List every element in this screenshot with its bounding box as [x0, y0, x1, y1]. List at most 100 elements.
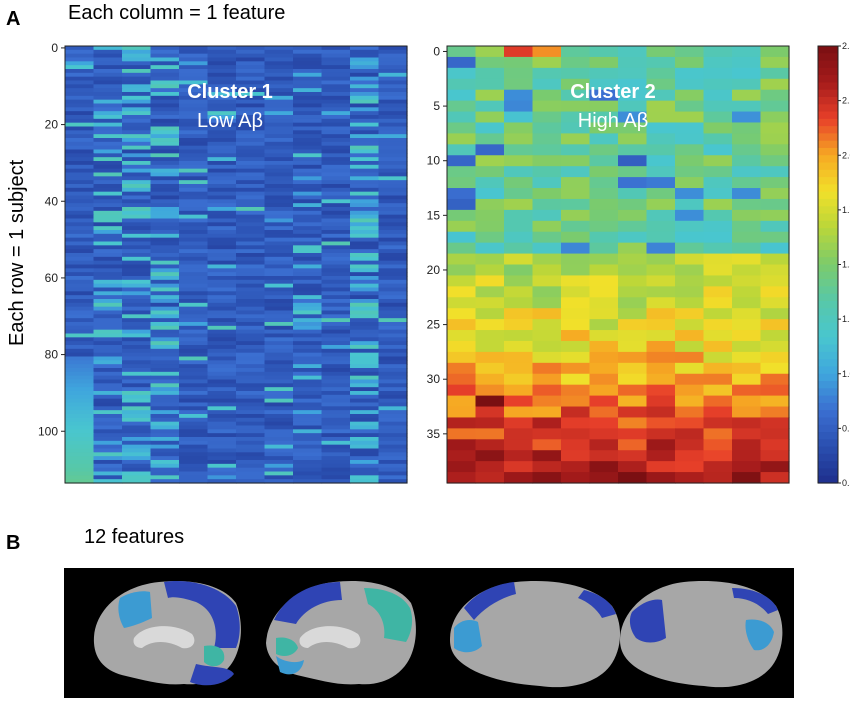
- heatmap-cell: [532, 144, 562, 156]
- heatmap-cell: [65, 314, 95, 319]
- heatmap-cell: [264, 122, 294, 128]
- heatmap-cell: [760, 177, 790, 189]
- heatmap-cell: [350, 444, 380, 450]
- heatmap-cell: [207, 53, 237, 59]
- cluster-2-subtitle: High Aβ: [578, 110, 648, 132]
- heatmap-cell: [350, 153, 380, 158]
- heatmap-cell: [150, 276, 180, 281]
- heatmap-cell: [321, 398, 351, 404]
- heatmap-cell: [65, 299, 95, 304]
- heatmap-cell: [207, 394, 237, 400]
- heatmap-cell: [179, 306, 209, 312]
- heatmap-cell: [236, 99, 266, 105]
- heatmap-frame: [64, 45, 408, 484]
- heatmap-cell: [150, 467, 180, 473]
- heatmap-cell: [532, 395, 562, 408]
- heatmap-cell: [618, 373, 648, 386]
- heatmap-cell: [207, 406, 237, 411]
- heatmap-cell: [618, 428, 648, 440]
- heatmap-cell: [561, 144, 591, 156]
- heatmap-cell: [236, 479, 266, 484]
- heatmap-cell: [236, 69, 266, 74]
- heatmap-cell: [475, 231, 505, 244]
- heatmap-cell: [589, 384, 619, 397]
- heatmap-cell: [321, 463, 351, 469]
- heatmap-cell: [122, 463, 152, 469]
- heatmap-cell: [150, 107, 180, 112]
- heatmap-cell: [122, 356, 152, 361]
- heatmap-cell: [150, 168, 180, 174]
- heatmap-cell: [122, 80, 152, 85]
- heatmap-cell: [179, 279, 209, 285]
- heatmap-cell: [675, 220, 705, 233]
- heatmap-cell: [122, 161, 152, 166]
- y-tick-label: 15: [427, 208, 441, 222]
- heatmap-cell: [293, 214, 323, 220]
- heatmap-cell: [236, 463, 266, 469]
- heatmap-cell: [93, 157, 123, 162]
- heatmap-cell: [675, 330, 705, 342]
- heatmap-cell: [236, 233, 266, 239]
- heatmap-cell: [150, 425, 180, 430]
- heatmap-cell: [321, 425, 351, 430]
- heatmap-cell: [589, 111, 619, 124]
- heatmap-cell: [93, 310, 123, 315]
- heatmap-cell: [293, 425, 323, 430]
- heatmap-cell: [561, 373, 591, 386]
- heatmap-cell: [236, 176, 266, 181]
- heatmap-cell: [675, 319, 705, 331]
- heatmap-cell: [236, 180, 266, 185]
- colorbar-segment: [818, 344, 838, 353]
- heatmap-cell: [350, 249, 380, 254]
- colorbar-segment: [818, 286, 838, 295]
- heatmap-cell: [122, 157, 152, 162]
- heatmap-cell: [122, 433, 152, 438]
- heatmap-cell: [264, 414, 294, 419]
- heatmap-cell: [264, 337, 294, 342]
- heatmap-cell: [760, 373, 790, 386]
- heatmap-cell: [236, 444, 266, 450]
- heatmap-cell: [350, 414, 380, 419]
- colorbar-segment: [818, 53, 838, 62]
- heatmap-cell: [264, 164, 294, 170]
- heatmap-cell: [264, 421, 294, 427]
- heatmap-cell: [207, 69, 237, 74]
- heatmap-cell: [475, 450, 505, 462]
- heatmap-cell: [350, 425, 380, 430]
- heatmap-cell: [589, 198, 619, 211]
- colorbar-tick-label: 1.25: [842, 314, 850, 324]
- heatmap-cell: [93, 61, 123, 66]
- heatmap-cell: [264, 161, 294, 166]
- heatmap-cell: [93, 391, 123, 396]
- cluster-1-subtitle: Low Aβ: [197, 110, 263, 132]
- heatmap-cell: [732, 122, 762, 134]
- colorbar-segment: [818, 351, 838, 360]
- heatmap-cell: [589, 220, 619, 233]
- colorbar-segment: [818, 271, 838, 280]
- heatmap-cell: [65, 379, 95, 384]
- heatmap-cell: [321, 375, 351, 381]
- heatmap-cell: [378, 345, 408, 350]
- heatmap-cell: [589, 417, 619, 429]
- heatmap-cell: [207, 49, 237, 55]
- heatmap-cell: [65, 80, 95, 85]
- heatmap-cell: [150, 337, 180, 342]
- heatmap-cell: [179, 49, 209, 55]
- heatmap-cell: [236, 387, 266, 392]
- heatmap-cell: [207, 364, 237, 369]
- heatmap-cell: [122, 53, 152, 59]
- heatmap-cell: [264, 95, 294, 101]
- heatmap-cell: [703, 472, 733, 484]
- heatmap-cell: [65, 203, 95, 208]
- heatmap-cell: [378, 429, 408, 434]
- heatmap-cell: [378, 383, 408, 388]
- colorbar-segment: [818, 235, 838, 244]
- heatmap-cell: [760, 308, 790, 320]
- heatmap-cell: [93, 168, 123, 174]
- heatmap-cell: [93, 471, 123, 476]
- heatmap-cell: [122, 371, 152, 377]
- heatmap-cell: [561, 198, 591, 211]
- heatmap-cell: [618, 89, 648, 102]
- heatmap-cell: [179, 268, 209, 273]
- heatmap-cell: [760, 144, 790, 156]
